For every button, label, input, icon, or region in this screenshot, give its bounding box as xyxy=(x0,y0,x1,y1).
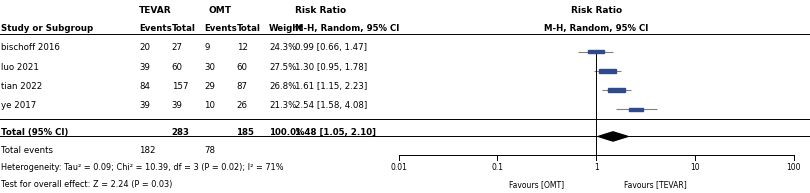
Text: Favours [TEVAR]: Favours [TEVAR] xyxy=(625,180,687,190)
Text: 84: 84 xyxy=(139,82,151,91)
Text: 21.3%: 21.3% xyxy=(269,101,296,110)
Text: tian 2022: tian 2022 xyxy=(1,82,42,91)
Text: 100.0%: 100.0% xyxy=(269,128,305,137)
Text: TEVAR: TEVAR xyxy=(139,6,172,15)
Text: luo 2021: luo 2021 xyxy=(1,63,39,72)
Text: 157: 157 xyxy=(172,82,188,91)
Text: 10: 10 xyxy=(204,101,215,110)
Text: 27.5%: 27.5% xyxy=(269,63,296,72)
Text: Events: Events xyxy=(204,24,237,33)
Text: 100: 100 xyxy=(787,163,801,172)
Text: Total: Total xyxy=(172,24,195,33)
Text: 30: 30 xyxy=(204,63,215,72)
Text: 26.8%: 26.8% xyxy=(269,82,296,91)
Text: ye 2017: ye 2017 xyxy=(1,101,36,110)
Text: bischoff 2016: bischoff 2016 xyxy=(1,43,60,52)
Text: 0.1: 0.1 xyxy=(492,163,503,172)
FancyBboxPatch shape xyxy=(608,88,625,92)
Text: Study or Subgroup: Study or Subgroup xyxy=(1,24,93,33)
Text: Total (95% CI): Total (95% CI) xyxy=(1,128,68,137)
Text: 29: 29 xyxy=(204,82,215,91)
Text: 12: 12 xyxy=(237,43,248,52)
Text: Events: Events xyxy=(139,24,172,33)
Text: M-H, Random, 95% CI: M-H, Random, 95% CI xyxy=(544,24,648,33)
FancyBboxPatch shape xyxy=(629,108,643,111)
Text: 1.30 [0.95, 1.78]: 1.30 [0.95, 1.78] xyxy=(295,63,367,72)
Text: Heterogeneity: Tau² = 0.09; Chi² = 10.39, df = 3 (P = 0.02); I² = 71%: Heterogeneity: Tau² = 0.09; Chi² = 10.39… xyxy=(1,163,284,172)
FancyBboxPatch shape xyxy=(588,50,603,53)
Text: 24.3%: 24.3% xyxy=(269,43,296,52)
Text: 39: 39 xyxy=(172,101,182,110)
Text: 185: 185 xyxy=(237,128,254,137)
Text: Total events: Total events xyxy=(1,146,53,155)
Text: 39: 39 xyxy=(139,101,150,110)
Text: 9: 9 xyxy=(204,43,210,52)
Text: Test for overall effect: Z = 2.24 (P = 0.03): Test for overall effect: Z = 2.24 (P = 0… xyxy=(1,180,173,189)
Text: 1.48 [1.05, 2.10]: 1.48 [1.05, 2.10] xyxy=(295,128,376,137)
FancyBboxPatch shape xyxy=(599,69,616,73)
Text: 1.61 [1.15, 2.23]: 1.61 [1.15, 2.23] xyxy=(295,82,367,91)
Polygon shape xyxy=(599,132,628,141)
Text: 0.01: 0.01 xyxy=(390,163,407,172)
Text: 10: 10 xyxy=(690,163,700,172)
Text: 2.54 [1.58, 4.08]: 2.54 [1.58, 4.08] xyxy=(295,101,367,110)
Text: 87: 87 xyxy=(237,82,248,91)
Text: M-H, Random, 95% CI: M-H, Random, 95% CI xyxy=(295,24,399,33)
Text: 0.99 [0.66, 1.47]: 0.99 [0.66, 1.47] xyxy=(295,43,367,52)
Text: Total: Total xyxy=(237,24,260,33)
Text: 20: 20 xyxy=(139,43,151,52)
Text: 182: 182 xyxy=(139,146,156,155)
Text: 60: 60 xyxy=(237,63,248,72)
Text: Risk Ratio: Risk Ratio xyxy=(570,6,622,15)
Text: 78: 78 xyxy=(204,146,215,155)
Text: Risk Ratio: Risk Ratio xyxy=(295,6,346,15)
Text: Weight: Weight xyxy=(269,24,304,33)
Text: Favours [OMT]: Favours [OMT] xyxy=(509,180,565,190)
Text: 26: 26 xyxy=(237,101,248,110)
Text: 1: 1 xyxy=(594,163,599,172)
Text: 27: 27 xyxy=(172,43,183,52)
Text: 283: 283 xyxy=(172,128,190,137)
Text: 60: 60 xyxy=(172,63,183,72)
Text: 39: 39 xyxy=(139,63,150,72)
Text: OMT: OMT xyxy=(209,6,232,15)
